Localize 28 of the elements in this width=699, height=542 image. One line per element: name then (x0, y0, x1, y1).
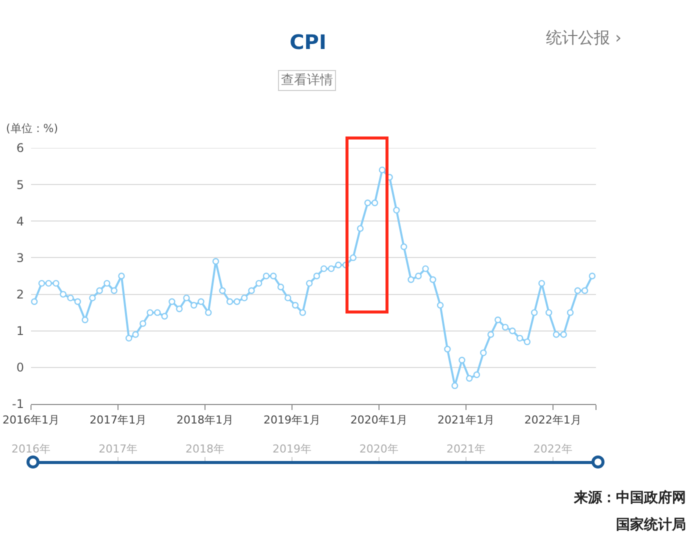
x-tick-label: 2018年1月 (176, 413, 234, 426)
x2-tick-label: 2020年 (359, 442, 398, 456)
y-axis-title: (单位：%) (6, 122, 58, 135)
y-tick-label: 2 (16, 287, 24, 302)
y-tick-label: 3 (16, 250, 24, 265)
x2-tick-label: 2021年 (446, 442, 486, 456)
x2-tick-label: 2019年 (272, 442, 312, 456)
x2-tick-label: 2016年 (12, 442, 50, 456)
text: 国家统计局 (616, 516, 686, 533)
y-tick-label: 5 (16, 178, 24, 192)
x2-tick-label: 2017年 (98, 442, 138, 456)
source-note: 来源：中国政府网 (573, 489, 686, 506)
x2-tick-label: 2018年 (186, 442, 225, 456)
y-tick-label: -1 (12, 397, 24, 412)
x-tick-label: 2020年1月 (350, 413, 408, 426)
y-tick-label: 4 (16, 214, 24, 228)
y-tick-label: 1 (16, 324, 24, 338)
y-tick-label: 6 (16, 141, 24, 156)
chart-title: CPI (290, 30, 326, 54)
x-tick-label: 2017年1月 (90, 413, 147, 426)
y-tick-label: 0 (16, 360, 24, 375)
x-tick-label: 2016年1月 (2, 413, 60, 426)
text: 查看详情 (281, 73, 333, 88)
x-tick-label: 2021年1月 (438, 413, 494, 426)
x2-tick-label: 2022年 (533, 442, 572, 456)
text: 统计公报 › (546, 28, 622, 47)
x-tick-label: 2022年1月 (524, 413, 582, 426)
x-tick-label: 2019年1月 (263, 413, 320, 426)
